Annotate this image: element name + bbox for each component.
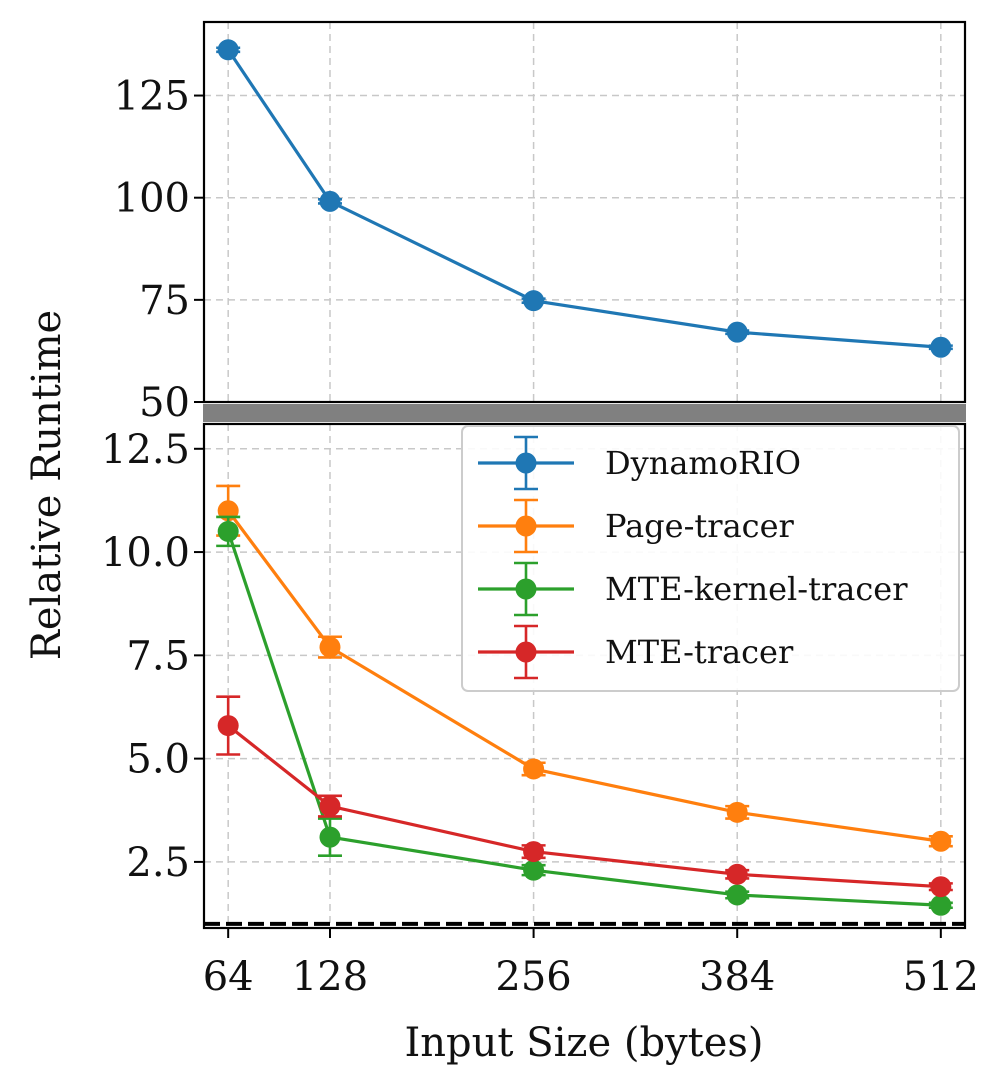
- point-dynamorio-128: [319, 190, 341, 212]
- point-dynamorio-256: [523, 290, 545, 312]
- legend-marker-mte-tracer: [515, 641, 537, 663]
- bottom-panel-frame: [202, 422, 967, 930]
- x-axis-title: Input Size (bytes): [404, 1020, 763, 1066]
- x-tick-label-256: 256: [495, 954, 571, 1000]
- legend: DynamoRIO Page-tracer MTE-kernel-tracer MTE…: [461, 425, 960, 692]
- y-axis-title: Relative Runtime: [24, 310, 70, 660]
- x-tick-label-128: 128: [292, 954, 368, 1000]
- top-panel-grid: [204, 22, 965, 403]
- legend-marker-mte-kernel-tracer: [515, 578, 537, 600]
- axis-break-band: [203, 404, 966, 422]
- bottom-y-tick-label-7.5: 7.5: [126, 633, 190, 679]
- point-mte-kernel-tracer-512: [930, 894, 952, 916]
- point-dynamorio-64: [217, 39, 239, 61]
- point-mte-tracer-64: [217, 715, 239, 737]
- point-page-tracer-384: [726, 801, 748, 823]
- point-mte-tracer-512: [930, 876, 952, 898]
- bottom-panel-series: [216, 484, 953, 916]
- tick-labels: 50 75 100 125 2.5 5.0 7.5 10.0 12.5 64 128 256 384 51…: [101, 74, 979, 1000]
- bottom-y-tick-label-5.0: 5.0: [126, 737, 190, 783]
- point-page-tracer-256: [523, 758, 545, 780]
- bottom-y-tick-label-2.5: 2.5: [126, 840, 190, 886]
- legend-label-mte-kernel-tracer: MTE-kernel-tracer: [605, 570, 908, 608]
- legend-label-dynamorio: DynamoRIO: [605, 444, 801, 482]
- point-page-tracer-512: [930, 830, 952, 852]
- point-mte-kernel-tracer-384: [726, 884, 748, 906]
- point-page-tracer-128: [319, 636, 341, 658]
- point-mte-tracer-128: [319, 795, 341, 817]
- top-y-tick-label-50: 50: [139, 380, 190, 426]
- point-mte-tracer-384: [726, 863, 748, 885]
- top-y-tick-label-125: 125: [114, 74, 190, 120]
- point-mte-kernel-tracer-64: [217, 520, 239, 542]
- x-tick-label-64: 64: [203, 954, 254, 1000]
- top-panel-frame: [202, 20, 967, 404]
- x-tick-label-384: 384: [699, 954, 775, 1000]
- legend-label-page-tracer: Page-tracer: [605, 507, 795, 545]
- top-y-tick-label-100: 100: [114, 176, 190, 222]
- point-dynamorio-384: [726, 321, 748, 343]
- point-mte-kernel-tracer-128: [319, 826, 341, 848]
- panel-frames: [202, 20, 967, 930]
- legend-marker-dynamorio: [515, 452, 537, 474]
- top-panel-series: [216, 39, 953, 358]
- top-y-tick-label-75: 75: [139, 278, 190, 324]
- point-mte-tracer-256: [523, 841, 545, 863]
- bottom-y-tick-label-12.5: 12.5: [101, 427, 190, 473]
- point-mte-kernel-tracer-256: [523, 859, 545, 881]
- legend-box: [461, 425, 960, 692]
- bottom-y-tick-label-10.0: 10.0: [101, 530, 190, 576]
- legend-label-mte-tracer: MTE-tracer: [605, 633, 794, 671]
- x-tick-label-512: 512: [903, 954, 979, 1000]
- point-dynamorio-512: [930, 336, 952, 358]
- legend-marker-page-tracer: [515, 515, 537, 537]
